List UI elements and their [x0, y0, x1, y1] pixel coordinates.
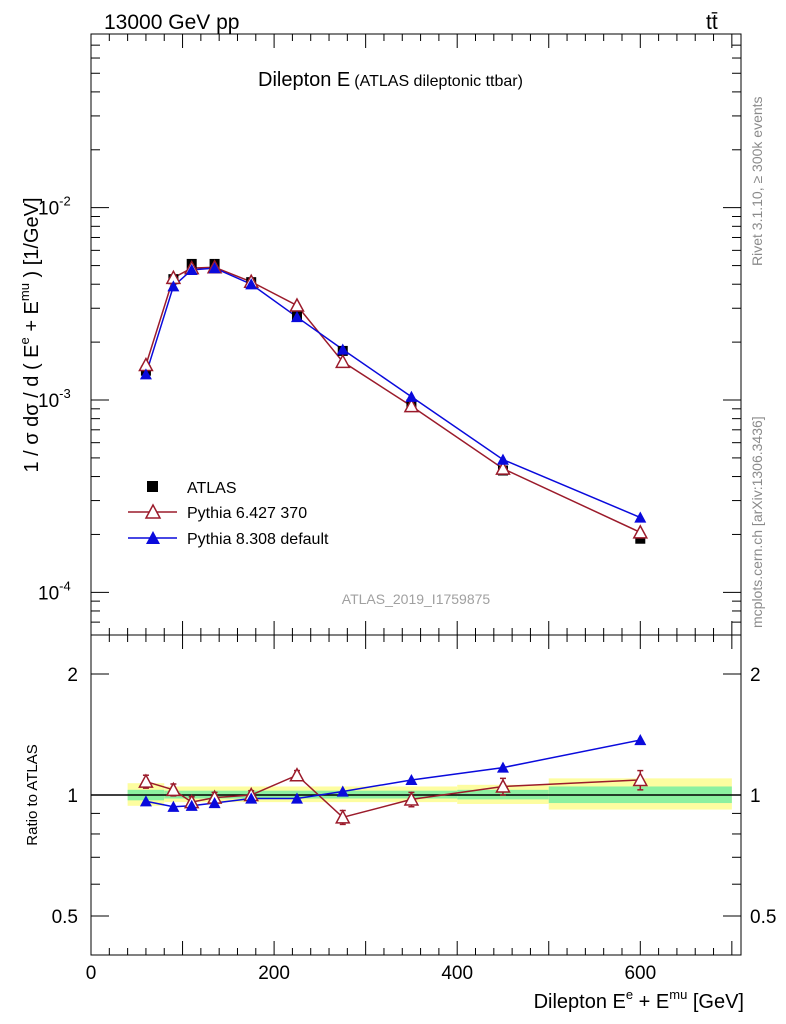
pythia8-point [634, 511, 647, 523]
x-tick-label: 200 [258, 963, 290, 984]
ratio-y-tick-label-right: 0.5 [750, 907, 776, 928]
pythia8-point [208, 262, 221, 274]
ratio-pythia6-point [289, 767, 305, 782]
ratio-y-tick-labels: 0.5 0.5 1 1 2 2 [52, 665, 777, 928]
ratio-panel: 0.5 0.5 1 1 2 2 0 200 400 600 Ratio to ATLAS Dil… [24, 634, 777, 1013]
main-y-axis-label: 1 / σ dσ / d ( Ee + Emu ) [1/GeV] [17, 197, 43, 472]
main-series-line [145, 267, 641, 519]
pythia6-point [289, 297, 305, 312]
ratio-pythia8-point [290, 792, 303, 804]
main-series-markers [138, 258, 649, 544]
pythia8-point [496, 453, 509, 465]
legend-entry-pythia8: Pythia 8.308 default [128, 531, 329, 548]
pythia6-point [335, 353, 351, 369]
ratio-series-lines [145, 739, 641, 819]
main-y-tick-label: 10-4 [38, 578, 71, 604]
pythia8-point [167, 280, 180, 292]
ratio-pythia6-point [335, 809, 351, 824]
ratio-y-tick-label-right: 2 [750, 665, 761, 686]
ratio-y-axis-label: Ratio to ATLAS [24, 744, 41, 845]
main-axis-ticks [90, 33, 741, 636]
svg-text:1 / σ dσ / d ( Ee + Emu ) [1/: 1 / σ dσ / d ( Ee + Emu ) [1/GeV] [17, 197, 43, 472]
mcplots-label: mcplots.cern.ch [arXiv:1306.3436] [749, 416, 765, 628]
ratio-pythia6-point [403, 791, 420, 806]
legend-entry-atlas: ATLAS [147, 480, 237, 497]
atlas-data-point [635, 533, 646, 544]
ratio-y-tick-label-left: 0.5 [52, 907, 78, 928]
ratio-pythia8-point [167, 800, 180, 812]
energy-label: 13000 GeV pp [104, 11, 239, 34]
analysis-id-label: ATLAS_2019_I1759875 [342, 591, 491, 607]
ratio-x-tick-labels: 0 200 400 600 [86, 963, 656, 984]
legend-entry-pythia6: Pythia 6.427 370 [128, 503, 307, 522]
ratio-pythia8-point [336, 785, 349, 797]
main-panel: 10-2 10-3 10-4 Dilepton E (ATLAS dileptonic… [17, 33, 742, 636]
main-y-tick-labels: 10-2 10-3 10-4 [38, 194, 71, 605]
ratio-pythia8-point [496, 761, 509, 773]
x-tick-label: 400 [441, 963, 473, 984]
pythia8-point [185, 263, 198, 275]
ratio-pythia8-point [139, 795, 152, 807]
ratio-pythia6-point [495, 778, 511, 793]
pythia8-point [139, 368, 152, 380]
legend-atlas-marker [147, 481, 158, 492]
x-tick-label: 600 [624, 963, 656, 984]
legend-pythia6-label: Pythia 6.427 370 [187, 505, 307, 522]
ratio-pythia8-point [405, 773, 418, 786]
legend: ATLAS Pythia 6.427 370 Pythia 8.308 defa… [128, 480, 329, 548]
ratio-y-tick-label-left: 2 [67, 665, 78, 686]
main-y-tick-label: 10-2 [38, 194, 71, 220]
main-title: Dilepton E (ATLAS dileptonic ttbar) [258, 69, 523, 91]
ratio-pythia8-point [245, 792, 258, 804]
ratio-pythia8-point [185, 799, 198, 811]
pythia6-point [632, 524, 649, 539]
legend-atlas-label: ATLAS [187, 480, 237, 497]
x-axis-label: Dilepton Ee + Emu [GeV] [534, 987, 744, 1013]
ratio-pythia6-point [138, 773, 154, 788]
process-label: tt̄ [706, 11, 718, 34]
main-y-tick-label: 10-3 [38, 386, 71, 412]
ratio-pythia6-point [165, 781, 182, 797]
pythia8-point [405, 390, 418, 402]
pythia6-point [403, 397, 420, 413]
pythia8-point [245, 278, 258, 290]
main-series-line [145, 266, 641, 534]
legend-pythia8-marker [146, 531, 160, 544]
pythia8-point [290, 311, 303, 323]
main-series-lines [145, 266, 641, 534]
ratio-y-tick-label-right: 1 [750, 786, 761, 807]
main-title-subtitle: (ATLAS dileptonic ttbar) [354, 73, 523, 90]
x-tick-label: 0 [86, 963, 97, 984]
pythia8-point [336, 343, 349, 355]
ratio-series-line [145, 774, 641, 819]
ratio-series-markers [138, 734, 649, 826]
ratio-y-tick-label-left: 1 [67, 786, 78, 807]
main-title-text: Dilepton E [258, 69, 350, 91]
ratio-pythia8-point [634, 734, 647, 746]
ratio-pythia6-point [632, 771, 649, 787]
rivet-label: Rivet 3.1.10, ≥ 300k events [749, 96, 765, 266]
legend-pythia8-label: Pythia 8.308 default [187, 531, 329, 548]
ratio-series-line [145, 739, 641, 808]
pythia6-point [495, 460, 511, 475]
ratio-pythia8-point [208, 797, 221, 809]
ratio-axis-ticks [90, 635, 741, 956]
legend-pythia6-marker [144, 503, 162, 519]
